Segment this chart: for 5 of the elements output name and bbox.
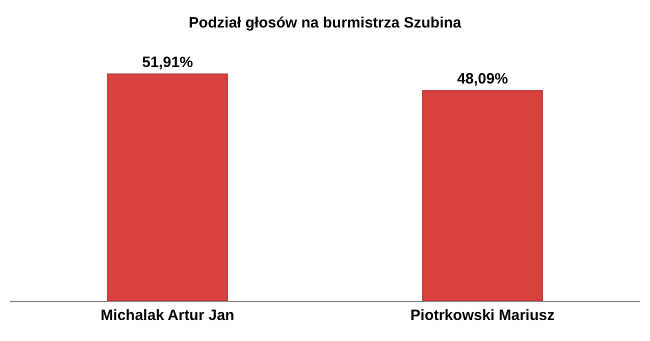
chart-title: Podział głosów na burmistrza Szubina [188,14,462,32]
data-label: 51,91% [142,54,193,71]
x-tick-label: Piotrkowski Mariusz [410,307,555,324]
x-tick-label: Michalak Artur Jan [100,307,234,324]
data-label: 48,09% [457,70,508,88]
